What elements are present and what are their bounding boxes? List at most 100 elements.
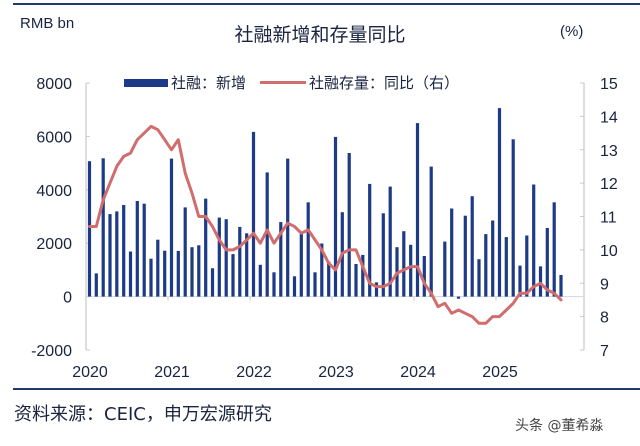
bar — [258, 264, 262, 297]
bar — [545, 228, 549, 297]
bar — [231, 254, 235, 297]
bar — [128, 251, 133, 297]
bar — [204, 198, 208, 297]
left-tick-label: 4000 — [36, 183, 72, 200]
yoy-line — [88, 124, 563, 325]
bar — [224, 219, 228, 297]
right-tick-label: 9 — [600, 276, 609, 293]
bar — [306, 202, 310, 297]
bar — [518, 265, 522, 297]
bar — [491, 220, 495, 297]
bar — [101, 158, 105, 297]
bar — [320, 243, 324, 297]
chart-title: 社融新增和存量同比 — [234, 24, 406, 46]
bar — [409, 244, 413, 297]
bar — [149, 258, 153, 297]
legend-line-label: 社融存量：同比（右） — [309, 74, 460, 92]
watermark: 头条 @董希淼 — [515, 418, 604, 434]
bar — [251, 131, 256, 297]
x-tick-label: 2022 — [236, 364, 272, 381]
bar — [183, 207, 187, 297]
bar — [210, 268, 215, 297]
bar — [456, 296, 461, 299]
bar — [272, 272, 276, 297]
bar — [292, 276, 297, 297]
bar — [286, 158, 290, 297]
bar — [504, 237, 508, 297]
bar — [443, 241, 447, 297]
bar — [497, 108, 502, 297]
bar — [163, 250, 167, 297]
right-axis-unit: (%) — [560, 23, 584, 40]
left-tick-label: -2000 — [31, 343, 72, 360]
bar — [538, 266, 543, 297]
bar — [450, 208, 454, 297]
bar — [402, 231, 406, 297]
axis-labels: -2000 0 2000 4000 6000 8000 7 8 9 10 11 12 13 14 15 202… — [31, 76, 618, 381]
bar — [532, 184, 536, 297]
bar — [470, 196, 474, 297]
bar — [368, 183, 372, 297]
bar — [115, 211, 119, 297]
x-tick-label: 2021 — [154, 364, 190, 381]
bar — [552, 202, 556, 297]
bar — [265, 172, 269, 297]
bar — [176, 250, 180, 297]
bar — [327, 261, 331, 297]
right-tick-label: 7 — [600, 343, 609, 360]
right-tick-label: 11 — [600, 210, 617, 227]
bar — [463, 215, 467, 297]
right-tick-label: 14 — [600, 109, 618, 126]
bar — [313, 272, 317, 297]
bar — [135, 201, 139, 297]
legend-bar-label: 社融：新增 — [171, 74, 247, 92]
bar — [142, 203, 146, 297]
chart-canvas: -2000 0 2000 4000 6000 8000 7 8 9 10 11 12 13 14 15 202… — [31, 76, 618, 381]
left-axis-unit: RMB bn — [20, 15, 75, 32]
bar — [190, 247, 194, 297]
bar — [94, 273, 98, 297]
bar — [361, 254, 365, 297]
left-tick-label: 0 — [63, 290, 72, 307]
bar — [245, 233, 249, 297]
bar — [197, 245, 201, 297]
bar — [388, 186, 392, 297]
line-series — [88, 124, 563, 325]
source-note: 资料来源：CEIC，申万宏源研究 — [14, 404, 272, 425]
right-tick-label: 12 — [600, 176, 618, 193]
bar — [511, 139, 515, 297]
bar — [122, 205, 126, 297]
top-rule — [13, 3, 640, 5]
bar — [354, 264, 358, 297]
bar — [381, 213, 385, 297]
bar — [333, 136, 338, 297]
bar — [108, 214, 112, 297]
bar — [217, 217, 221, 297]
bar — [477, 259, 481, 297]
bar — [279, 222, 283, 297]
bar — [422, 256, 426, 297]
legend: 社融：新增 社融存量：同比（右） — [124, 72, 459, 93]
bar — [525, 235, 529, 297]
left-tick-label: 6000 — [36, 129, 72, 146]
left-tick-label: 8000 — [36, 76, 72, 93]
bar — [415, 123, 420, 297]
right-tick-label: 8 — [600, 310, 609, 327]
bar — [559, 275, 563, 297]
bar — [169, 158, 174, 297]
bar — [87, 161, 92, 297]
right-tick-label: 10 — [600, 243, 618, 260]
bar — [238, 226, 242, 297]
left-tick-label: 2000 — [36, 236, 72, 253]
bar — [429, 166, 433, 297]
bar — [299, 231, 303, 297]
bar — [484, 234, 488, 297]
bar-series — [87, 108, 563, 299]
x-tick-label: 2025 — [482, 364, 518, 381]
right-tick-label: 13 — [600, 143, 618, 160]
right-tick-label: 15 — [600, 76, 618, 93]
x-tick-label: 2023 — [318, 364, 354, 381]
x-tick-label: 2020 — [72, 364, 108, 381]
bar — [156, 239, 160, 297]
bar — [347, 153, 351, 297]
